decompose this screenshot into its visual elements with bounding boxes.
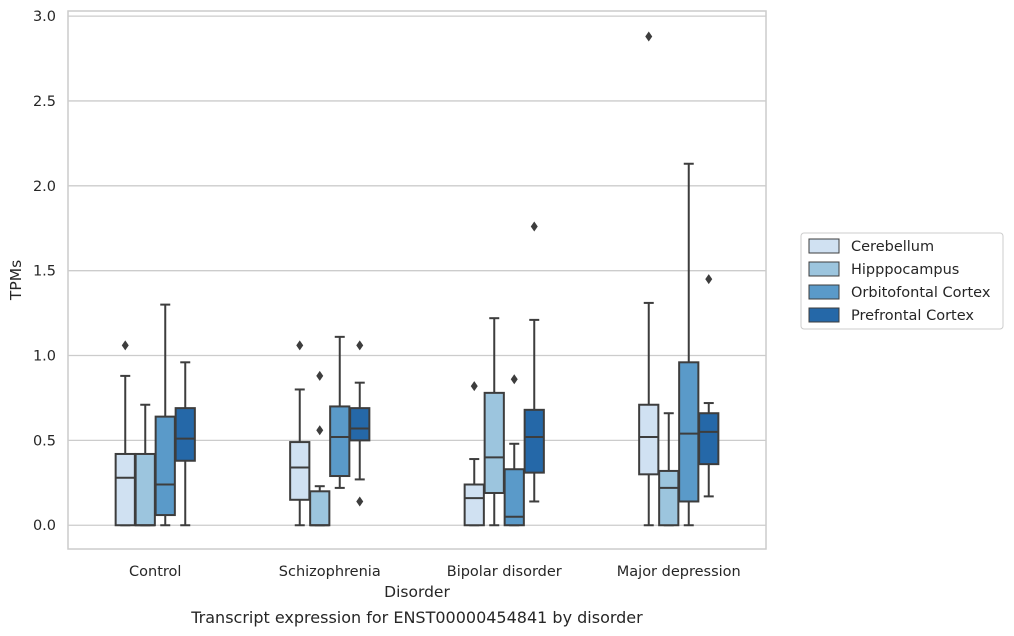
legend-label: Cerebellum [851, 239, 934, 255]
box-iqr [638, 403, 660, 476]
box-orbitofontal-cortex [503, 374, 525, 527]
box-iqr [678, 361, 700, 503]
x-tick-labels: Control Schizophrenia Bipolar disorder Majo… [129, 564, 741, 580]
outlier-point [316, 425, 324, 436]
box-prefrontal-cortex [349, 340, 371, 507]
legend: Cerebellum Hipppocampus Orbitofontal Corte… [800, 232, 1004, 330]
chart-caption: Transcript expression for ENST0000045484… [190, 608, 643, 627]
plot-frame [67, 10, 767, 550]
y-tick-label: 2.5 [33, 94, 56, 110]
y-tick-label: 2.0 [33, 179, 56, 195]
box-cerebellum [638, 31, 660, 527]
box-hipppocampus [309, 370, 331, 527]
legend-entry: Hipppocampus [808, 261, 959, 278]
legend-label: Hipppocampus [851, 262, 959, 278]
outlier-point [356, 496, 364, 507]
box-cerebellum [463, 381, 485, 527]
box-orbitofontal-cortex [678, 162, 700, 527]
box-iqr [698, 412, 720, 466]
legend-entry: Orbitofontal Cortex [808, 284, 991, 301]
y-tick-label: 0.5 [33, 433, 56, 449]
box-cerebellum [114, 340, 136, 527]
x-tick-label: Bipolar disorder [447, 564, 562, 580]
box-hipppocampus [658, 412, 680, 527]
outlier-point [356, 340, 364, 351]
y-tick-labels: 0.0 0.5 1.0 1.5 2.0 2.5 3.0 [33, 9, 56, 534]
outlier-point [121, 340, 129, 351]
x-axis-label: Disorder [384, 583, 450, 601]
box-iqr [483, 391, 505, 494]
box-prefrontal-cortex [698, 274, 720, 498]
box-prefrontal-cortex [523, 221, 545, 503]
legend-label: Orbitofontal Cortex [851, 285, 991, 301]
x-tick-label: Control [129, 564, 181, 580]
box-iqr [154, 415, 176, 517]
box-prefrontal-cortex [174, 361, 196, 527]
box-hipppocampus [134, 403, 156, 527]
box-iqr [174, 407, 196, 462]
box-iqr [658, 469, 680, 527]
y-tick-label: 0.0 [33, 518, 56, 534]
outlier-point [296, 340, 304, 351]
legend-swatch [808, 261, 840, 277]
legend-items: Cerebellum Hipppocampus Orbitofontal Corte… [808, 238, 991, 324]
y-tick-label: 1.5 [33, 264, 56, 280]
legend-entry: Prefrontal Cortex [808, 307, 974, 324]
legend-label: Prefrontal Cortex [851, 308, 974, 324]
box-hipppocampus [483, 317, 505, 527]
legend-frame [800, 232, 1004, 330]
box-iqr [523, 408, 545, 474]
box-orbitofontal-cortex [154, 303, 176, 527]
legend-entry: Cerebellum [808, 238, 934, 255]
outlier-point [530, 221, 538, 232]
x-tick-label: Schizophrenia [279, 564, 381, 580]
box-iqr [134, 452, 156, 527]
box-iqr [309, 490, 331, 527]
box-iqr [463, 483, 485, 527]
outlier-point [316, 370, 324, 381]
box-cerebellum [289, 340, 311, 527]
box-iqr [349, 407, 371, 442]
outlier-point [645, 31, 653, 42]
box-iqr [329, 405, 351, 478]
y-axis-label: TPMs [7, 260, 25, 301]
boxes-layer [114, 31, 720, 527]
y-tick-label: 3.0 [33, 9, 56, 25]
box-iqr [289, 441, 311, 501]
x-tick-label: Major depression [617, 564, 741, 580]
legend-swatch [808, 284, 840, 300]
outlier-point [510, 374, 518, 385]
box-iqr [503, 468, 525, 527]
box-iqr [114, 452, 136, 527]
legend-swatch [808, 307, 840, 323]
outlier-point [470, 381, 478, 392]
legend-swatch [808, 238, 840, 254]
box-orbitofontal-cortex [329, 335, 351, 489]
outlier-point [705, 274, 713, 285]
y-tick-label: 1.0 [33, 349, 56, 365]
